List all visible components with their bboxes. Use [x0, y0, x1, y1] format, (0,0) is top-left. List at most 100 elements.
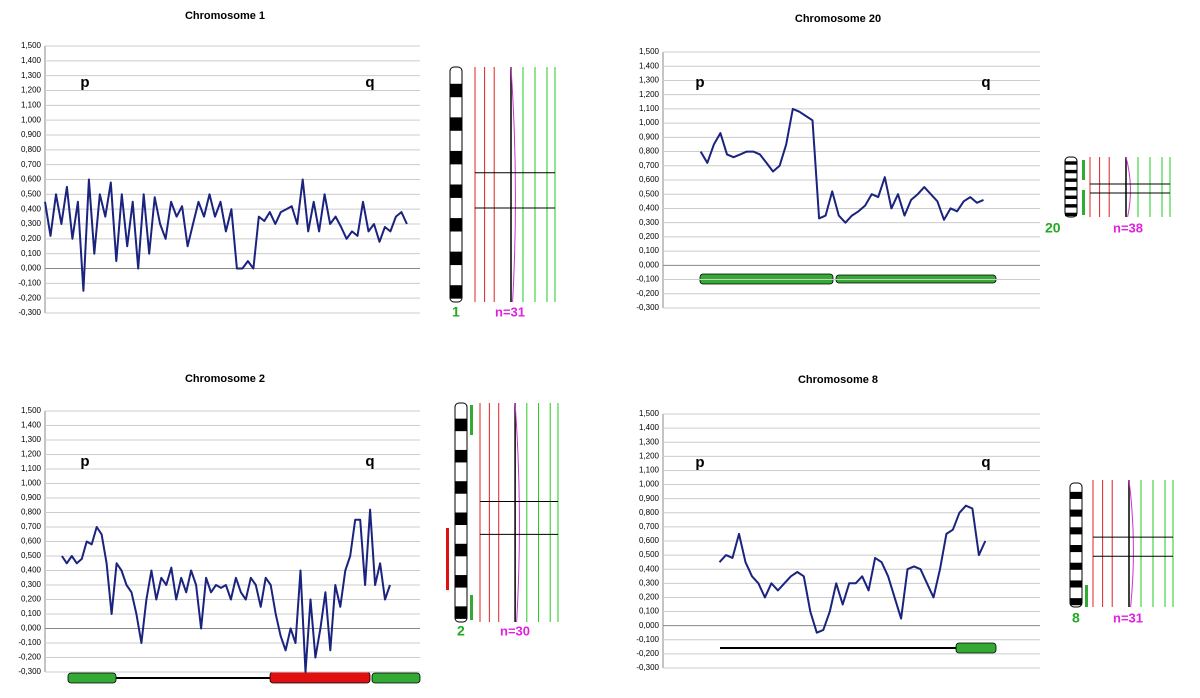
y-tick-label: 1,500	[21, 406, 42, 415]
y-tick-label: 1,300	[21, 71, 42, 80]
y-tick-label: 0,300	[639, 218, 660, 227]
arm-label: q	[981, 74, 990, 91]
y-tick-label: -0,200	[18, 293, 41, 302]
y-tick-label: 0,900	[21, 493, 42, 502]
y-tick-label: 1,200	[21, 450, 42, 459]
panel-trace	[1125, 156, 1131, 218]
y-tick-label: 1,000	[21, 479, 42, 488]
panel-trace	[510, 66, 516, 303]
ideogram-band	[450, 184, 462, 198]
y-tick-label: -0,300	[18, 667, 41, 676]
y-tick-label: -0,100	[18, 278, 41, 287]
y-tick-label: 0,600	[21, 175, 42, 184]
y-tick-label: 0,300	[21, 580, 42, 589]
ideogram-band	[1070, 598, 1082, 606]
y-tick-label: 0,600	[639, 536, 660, 545]
y-tick-label: 0,600	[21, 537, 42, 546]
y-tick-label: -0,100	[18, 638, 41, 647]
y-tick-label: 1,400	[639, 61, 660, 70]
data-line	[44, 178, 408, 292]
y-tick-label: 1,100	[21, 100, 42, 109]
y-tick-label: 0,100	[21, 249, 42, 258]
y-tick-label: 0,100	[639, 607, 660, 616]
y-tick-label: 0,400	[21, 204, 42, 213]
y-tick-label: 1,200	[639, 90, 660, 99]
y-tick-label: -0,300	[18, 308, 41, 317]
ideogram-band	[1070, 545, 1082, 553]
y-tick-label: 0,700	[21, 160, 42, 169]
ideogram-band	[1065, 195, 1077, 199]
y-tick-label: 1,400	[639, 423, 660, 432]
sample-count: n=30	[500, 623, 530, 638]
sample-count: n=38	[1113, 220, 1143, 235]
ideogram-band	[1065, 204, 1077, 208]
y-tick-label: 0,400	[21, 566, 42, 575]
y-tick-label: 1,200	[639, 451, 660, 460]
ideogram-band	[450, 218, 462, 232]
ideogram-band	[1070, 580, 1082, 588]
y-tick-label: 1,000	[639, 480, 660, 489]
ideogram-band	[450, 285, 462, 299]
ideogram-band	[455, 481, 467, 494]
y-tick-label: 0,500	[639, 189, 660, 198]
panel-trace	[514, 402, 520, 623]
y-tick-label: 0,700	[21, 522, 42, 531]
y-tick-label: -0,300	[636, 663, 659, 672]
y-tick-label: 0,900	[639, 132, 660, 141]
y-tick-label: 0,600	[639, 175, 660, 184]
y-tick-label: 1,100	[21, 464, 42, 473]
y-tick-label: 0,000	[639, 621, 660, 630]
y-tick-label: -0,200	[18, 653, 41, 662]
y-tick-label: 1,500	[639, 47, 660, 56]
y-tick-label: 1,500	[21, 41, 42, 50]
y-tick-label: 0,000	[21, 624, 42, 633]
y-tick-label: 0,500	[21, 189, 42, 198]
y-tick-label: -0,100	[636, 635, 659, 644]
chart-title: Chromosome 8	[798, 374, 878, 386]
y-tick-label: 1,400	[21, 56, 42, 65]
y-tick-label: 0,200	[639, 232, 660, 241]
arm-label: p	[80, 453, 89, 470]
arm-label: p	[695, 454, 704, 471]
ideogram-band	[1065, 169, 1077, 174]
y-tick-label: 0,700	[639, 522, 660, 531]
ideogram-band	[1070, 562, 1082, 570]
y-tick-label: 1,400	[21, 421, 42, 430]
y-tick-label: 0,200	[639, 593, 660, 602]
y-tick-label: 0,700	[639, 161, 660, 170]
y-tick-label: 0,900	[639, 494, 660, 503]
y-tick-label: 0,500	[639, 550, 660, 559]
y-tick-label: 1,100	[639, 466, 660, 475]
ideogram-band	[450, 251, 462, 266]
ideogram-band	[1065, 178, 1077, 182]
ideogram-band	[1070, 509, 1082, 517]
ideogram-band	[455, 543, 467, 557]
y-tick-label: 0,800	[639, 147, 660, 156]
y-tick-label: 1,100	[639, 104, 660, 113]
ideogram-band	[450, 117, 462, 131]
y-tick-label: -0,200	[636, 649, 659, 658]
y-tick-label: -0,100	[636, 275, 659, 284]
y-tick-label: 1,300	[639, 76, 660, 85]
y-tick-label: 0,100	[21, 609, 42, 618]
ideogram-band	[455, 418, 467, 432]
arm-label: q	[981, 454, 990, 471]
y-tick-label: 1,300	[21, 435, 42, 444]
ideogram-band	[455, 449, 467, 463]
ideogram-band	[455, 512, 467, 526]
y-tick-label: -0,300	[636, 303, 659, 312]
y-tick-label: 0,800	[21, 508, 42, 517]
y-tick-label: 1,500	[639, 409, 660, 418]
chromosome-number: 20	[1045, 220, 1061, 236]
ideogram-band	[1065, 161, 1077, 165]
y-tick-label: 0,100	[639, 246, 660, 255]
data-line	[718, 504, 987, 634]
y-tick-label: 0,400	[639, 564, 660, 573]
y-tick-label: 0,400	[639, 204, 660, 213]
y-tick-label: -0,200	[636, 289, 659, 298]
y-tick-label: 0,300	[639, 578, 660, 587]
y-tick-label: 1,000	[21, 115, 42, 124]
y-tick-label: 0,000	[639, 260, 660, 269]
sample-count: n=31	[495, 304, 525, 319]
